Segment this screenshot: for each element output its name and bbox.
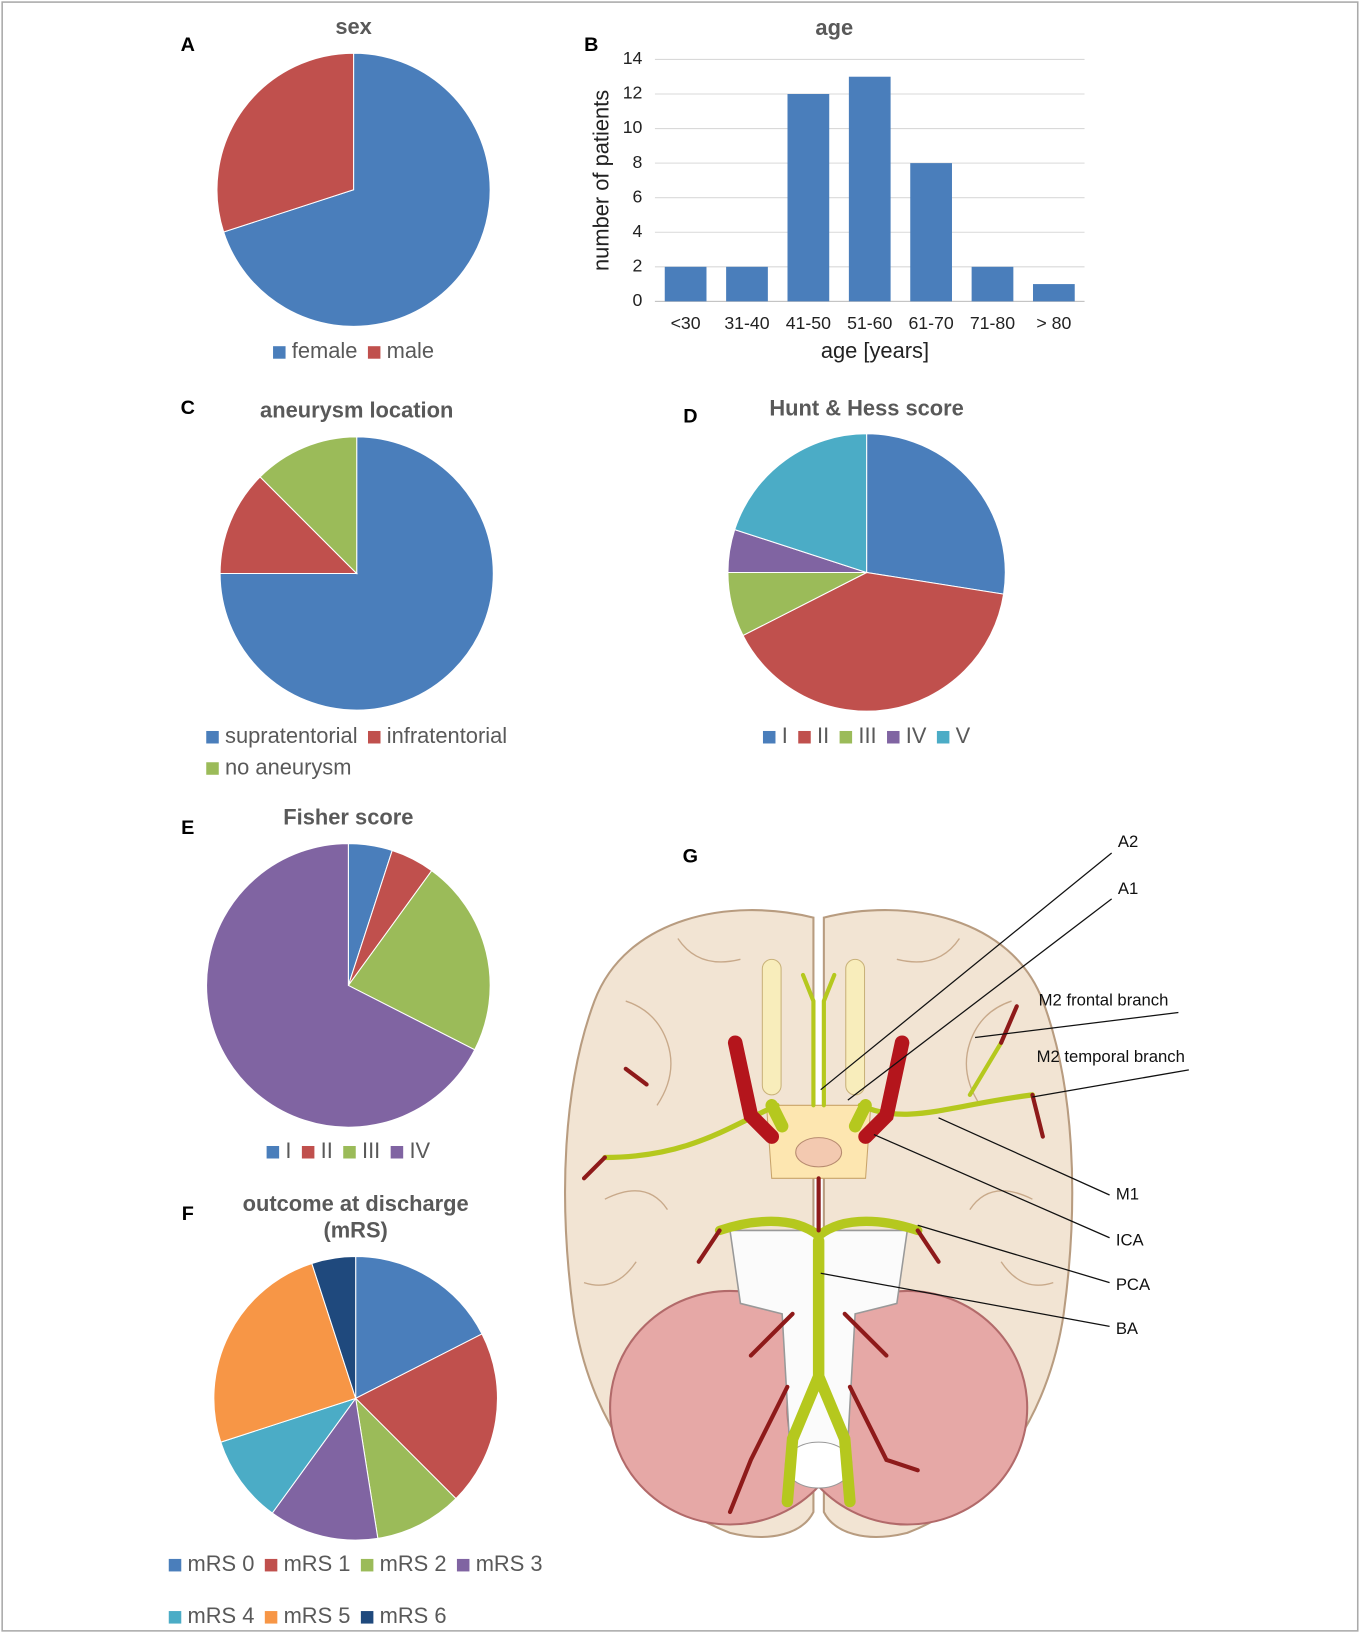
legend-swatch: [273, 346, 286, 359]
panel-letter: C: [181, 397, 195, 419]
y-tick-label: 14: [623, 48, 643, 68]
legend-label: no aneurysm: [225, 754, 351, 779]
panel-letter: A: [181, 34, 195, 56]
diagram-label: ICA: [1116, 1230, 1145, 1249]
y-tick-label: 6: [633, 186, 643, 206]
bar: [787, 94, 829, 301]
chart-title: (mRS): [323, 1217, 387, 1242]
bar: [665, 267, 707, 302]
legend-label: mRS 2: [380, 1551, 447, 1576]
y-tick-label: 12: [623, 83, 643, 103]
legend-label: IV: [409, 1138, 430, 1163]
x-tick-label: 41-50: [786, 313, 831, 333]
legend-label: mRS 5: [284, 1603, 351, 1628]
y-tick-label: 8: [633, 152, 643, 172]
legend-swatch: [343, 1146, 356, 1159]
bar: [910, 163, 952, 301]
figure: Asex female male Bage 0 2 4 6 8 10 12 14 <30 31-40 41-…: [0, 0, 1362, 1634]
y-tick-label: 0: [633, 290, 643, 310]
legend-swatch: [368, 346, 381, 359]
diagram-label: A2: [1118, 832, 1138, 851]
panel-letter: F: [182, 1203, 194, 1225]
legend-swatch: [206, 762, 219, 775]
diagram-label: A1: [1118, 879, 1138, 898]
chart-title: sex: [335, 14, 372, 39]
bar: [849, 77, 891, 302]
legend-label: I: [285, 1138, 291, 1163]
legend-label: V: [956, 723, 971, 748]
x-tick-label: 51-60: [847, 313, 892, 333]
legend-label: mRS 6: [380, 1603, 447, 1628]
bar: [1033, 284, 1075, 301]
chart-title: outcome at discharge: [243, 1191, 469, 1216]
x-tick-label: <30: [671, 313, 701, 333]
legend-swatch: [265, 1559, 278, 1572]
legend-swatch: [798, 731, 811, 744]
legend-swatch: [267, 1146, 280, 1159]
olfactory-left: [762, 959, 781, 1095]
legend-swatch: [361, 1559, 374, 1572]
legend-swatch: [206, 731, 219, 744]
brain-illustration: [565, 910, 1072, 1537]
panel-letter: D: [683, 405, 697, 427]
legend-label: female: [292, 338, 358, 363]
legend-label: II: [321, 1138, 333, 1163]
olfactory-right: [846, 959, 865, 1095]
legend-swatch: [457, 1559, 470, 1572]
y-axis-label: number of patients: [589, 90, 614, 271]
y-tick-label: 4: [633, 221, 643, 241]
x-axis-label: age [years]: [821, 338, 929, 363]
legend-label: mRS 4: [188, 1603, 255, 1628]
legend-swatch: [937, 731, 950, 744]
panel-letter: G: [683, 845, 698, 867]
legend-label: infratentorial: [387, 723, 507, 748]
panel-letter: E: [181, 817, 194, 839]
legend-swatch: [368, 731, 381, 744]
pituitary: [796, 1138, 842, 1167]
diagram-label: BA: [1116, 1319, 1139, 1338]
legend-label: male: [387, 338, 434, 363]
y-tick-label: 2: [633, 255, 643, 275]
legend-swatch: [391, 1146, 404, 1159]
chart-title: age: [815, 15, 853, 40]
legend-swatch: [169, 1559, 182, 1572]
legend-swatch: [302, 1146, 315, 1159]
chart-title: aneurysm location: [260, 398, 453, 423]
bar: [972, 267, 1014, 302]
legend-label: mRS 0: [188, 1551, 255, 1576]
legend-swatch: [169, 1611, 182, 1624]
legend-label: III: [362, 1138, 380, 1163]
pie-slice: [867, 434, 1006, 594]
legend-swatch: [763, 731, 776, 744]
legend-label: mRS 3: [476, 1551, 543, 1576]
diagram-label: M2 frontal branch: [1039, 990, 1169, 1009]
diagram-label: PCA: [1116, 1275, 1151, 1294]
chart-title: Fisher score: [283, 804, 413, 829]
panel-letter: B: [584, 34, 598, 56]
legend-label: mRS 1: [284, 1551, 351, 1576]
chart-title: Hunt & Hess score: [769, 396, 964, 421]
legend-label: I: [782, 723, 788, 748]
legend-label: IV: [906, 723, 927, 748]
legend-swatch: [265, 1611, 278, 1624]
diagram-label: M2 temporal branch: [1037, 1047, 1185, 1066]
x-tick-label: 61-70: [908, 313, 953, 333]
y-tick-label: 10: [623, 117, 643, 137]
legend-label: II: [817, 723, 829, 748]
x-tick-label: 71-80: [970, 313, 1015, 333]
legend-swatch: [361, 1611, 374, 1624]
page: {"chart_data": [ {"panel": "A", "type": …: [0, 0, 1362, 1634]
legend-label: supratentorial: [225, 723, 358, 748]
legend-swatch: [887, 731, 900, 744]
bar: [726, 267, 768, 302]
x-tick-label: 31-40: [724, 313, 769, 333]
diagram-label: M1: [1116, 1184, 1139, 1203]
x-tick-label: > 80: [1036, 313, 1071, 333]
legend-swatch: [840, 731, 853, 744]
legend-label: III: [858, 723, 876, 748]
